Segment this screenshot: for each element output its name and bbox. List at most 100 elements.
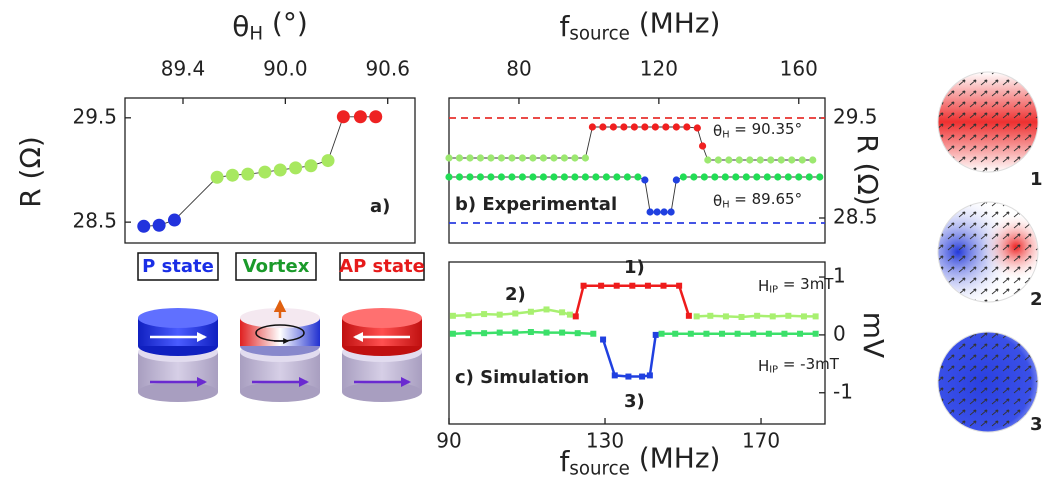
cylinder-p (138, 308, 218, 402)
data-point (746, 156, 754, 164)
data-point (445, 154, 453, 162)
x-tick-label: 80 (506, 57, 531, 81)
x-tick-label: 170 (742, 429, 780, 453)
data-point (732, 173, 740, 181)
data-point (774, 173, 782, 181)
annotation: θH = 89.65° (713, 190, 802, 211)
annotation: 3) (624, 391, 645, 412)
data-point (725, 156, 733, 164)
data-point (721, 173, 729, 181)
data-point (693, 313, 700, 320)
x-axis-title: θH (°) (232, 7, 308, 45)
data-point (210, 170, 224, 184)
annotation: c) Simulation (455, 367, 589, 388)
data-point (641, 176, 649, 184)
data-point (304, 159, 318, 173)
y-axis-title-main: R (Ω) (14, 136, 47, 208)
data-point (572, 313, 579, 320)
plot-frame (448, 97, 826, 244)
data-point (512, 329, 519, 336)
data-point (652, 331, 659, 338)
data-point (273, 163, 287, 177)
data-point (738, 313, 745, 320)
annotation-main: a) (370, 196, 390, 217)
data-point (258, 165, 272, 179)
y-axis-title: mV (857, 312, 890, 358)
data-point (543, 329, 550, 336)
x-axis-title-main: f (560, 445, 571, 478)
data-point (653, 208, 661, 216)
data-point (167, 213, 181, 227)
data-point (800, 313, 807, 320)
series-line (574, 284, 691, 317)
data-point (455, 154, 464, 162)
data-point (672, 330, 679, 337)
data-point (672, 176, 680, 184)
data-point (539, 154, 548, 162)
data-point (700, 173, 708, 181)
data-point (629, 282, 636, 289)
disk-label: 3) (1030, 414, 1043, 435)
y-tick-label: 28.5 (72, 209, 117, 233)
data-point (580, 282, 587, 289)
data-point (734, 330, 741, 337)
data-point (754, 312, 761, 319)
series-line (644, 179, 677, 213)
data-point (812, 313, 819, 320)
annotation-tail: = 90.35° (730, 120, 803, 138)
x-axis-title-main: f (560, 10, 571, 43)
data-point (487, 173, 495, 181)
state-label: Vortex (243, 256, 310, 277)
data-point (667, 208, 675, 216)
disks: 1) 2) 3) (937, 71, 1043, 435)
y-tick-label: 28.5 (833, 205, 878, 229)
data-point (336, 110, 350, 124)
data-point (613, 282, 620, 289)
data-point (662, 123, 670, 131)
data-point (676, 282, 683, 289)
state-label: AP state (339, 256, 425, 277)
x-axis-title-sub: H (249, 23, 263, 44)
data-point (767, 156, 775, 164)
data-point (683, 123, 691, 131)
annotation-tail: = 3mT (778, 275, 834, 293)
data-point (711, 173, 719, 181)
data-point (769, 313, 776, 320)
connector (327, 116, 344, 161)
data-point (550, 154, 558, 162)
annotation: b) Experimental (455, 194, 617, 215)
data-point (581, 173, 590, 181)
x-axis-title-sub: source (569, 458, 629, 479)
data-point (527, 308, 534, 315)
data-point (598, 282, 605, 289)
data-point (137, 219, 151, 233)
y-tick-label: 29.5 (72, 104, 117, 128)
data-point (602, 173, 610, 181)
data-point (765, 330, 772, 337)
data-point (353, 110, 367, 124)
disk-arrows (937, 71, 1039, 173)
data-point (543, 306, 550, 313)
data-point (455, 173, 464, 181)
data-point (703, 330, 710, 337)
annotation-main: θ (713, 192, 722, 210)
data-point (241, 167, 255, 181)
connector (174, 176, 218, 221)
state-labels: P state Vortex AP state (137, 252, 425, 281)
data-point (497, 154, 506, 162)
data-point (797, 330, 804, 337)
data-point (641, 123, 649, 131)
x-axis-title-sub: source (569, 23, 629, 44)
data-point (369, 110, 383, 124)
disk-arrows (937, 331, 1039, 433)
x-axis-title-tail: (MHz) (630, 442, 721, 475)
data-point (529, 154, 537, 162)
data-point (508, 154, 516, 162)
annotation-main: H (758, 357, 769, 375)
annotation: θH = 90.35° (713, 120, 802, 141)
data-point (742, 173, 750, 181)
x-axis-title: fsource (MHz) (560, 7, 721, 45)
data-point (466, 154, 474, 162)
annotation-main: 3) (624, 391, 645, 412)
data-point (777, 156, 785, 164)
